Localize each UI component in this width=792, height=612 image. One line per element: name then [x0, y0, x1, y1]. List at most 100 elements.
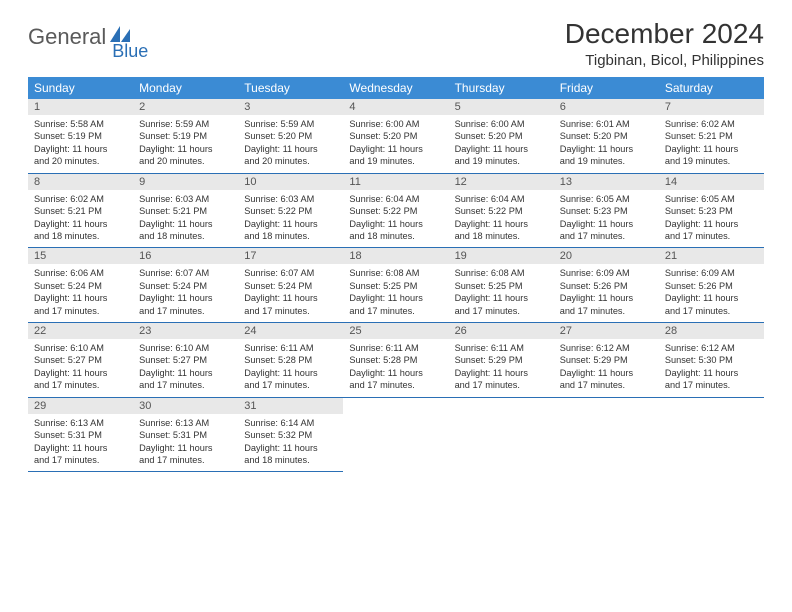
day-info: Sunrise: 5:59 AMSunset: 5:20 PMDaylight:…: [238, 115, 343, 173]
logo-text-blue: Blue: [112, 41, 148, 62]
calendar-cell: 31Sunrise: 6:14 AMSunset: 5:32 PMDayligh…: [238, 397, 343, 472]
day-info: Sunrise: 6:12 AMSunset: 5:29 PMDaylight:…: [554, 339, 659, 397]
calendar-cell: 9Sunrise: 6:03 AMSunset: 5:21 PMDaylight…: [133, 173, 238, 248]
day-number: 27: [554, 323, 659, 339]
day-info: Sunrise: 6:02 AMSunset: 5:21 PMDaylight:…: [28, 190, 133, 248]
logo: General Blue: [28, 18, 170, 50]
day-number: 1: [28, 99, 133, 115]
day-number: 4: [343, 99, 448, 115]
day-number: 16: [133, 248, 238, 264]
weekday-header: Thursday: [449, 77, 554, 99]
day-info: Sunrise: 6:00 AMSunset: 5:20 PMDaylight:…: [449, 115, 554, 173]
day-info: Sunrise: 6:10 AMSunset: 5:27 PMDaylight:…: [133, 339, 238, 397]
day-number: 9: [133, 174, 238, 190]
location: Tigbinan, Bicol, Philippines: [565, 52, 764, 69]
calendar-cell: 20Sunrise: 6:09 AMSunset: 5:26 PMDayligh…: [554, 248, 659, 323]
calendar-cell: 3Sunrise: 5:59 AMSunset: 5:20 PMDaylight…: [238, 99, 343, 173]
weekday-header: Monday: [133, 77, 238, 99]
calendar-cell: 8Sunrise: 6:02 AMSunset: 5:21 PMDaylight…: [28, 173, 133, 248]
calendar-cell: 15Sunrise: 6:06 AMSunset: 5:24 PMDayligh…: [28, 248, 133, 323]
day-info: Sunrise: 5:58 AMSunset: 5:19 PMDaylight:…: [28, 115, 133, 173]
calendar-cell: 16Sunrise: 6:07 AMSunset: 5:24 PMDayligh…: [133, 248, 238, 323]
day-info: Sunrise: 6:04 AMSunset: 5:22 PMDaylight:…: [449, 190, 554, 248]
day-number: 29: [28, 398, 133, 414]
day-info: Sunrise: 6:10 AMSunset: 5:27 PMDaylight:…: [28, 339, 133, 397]
day-number: 20: [554, 248, 659, 264]
calendar-cell: 4Sunrise: 6:00 AMSunset: 5:20 PMDaylight…: [343, 99, 448, 173]
calendar-cell: 6Sunrise: 6:01 AMSunset: 5:20 PMDaylight…: [554, 99, 659, 173]
calendar-cell: [449, 397, 554, 472]
day-number: 24: [238, 323, 343, 339]
logo-text-general: General: [28, 24, 106, 50]
day-info: Sunrise: 6:09 AMSunset: 5:26 PMDaylight:…: [659, 264, 764, 322]
calendar-cell: 13Sunrise: 6:05 AMSunset: 5:23 PMDayligh…: [554, 173, 659, 248]
calendar-cell: 10Sunrise: 6:03 AMSunset: 5:22 PMDayligh…: [238, 173, 343, 248]
day-number: 3: [238, 99, 343, 115]
header: General Blue December 2024 Tigbinan, Bic…: [28, 18, 764, 69]
day-info: Sunrise: 6:11 AMSunset: 5:28 PMDaylight:…: [238, 339, 343, 397]
day-number: 22: [28, 323, 133, 339]
day-number: 10: [238, 174, 343, 190]
day-number: 26: [449, 323, 554, 339]
day-number: 18: [343, 248, 448, 264]
day-info: Sunrise: 6:13 AMSunset: 5:31 PMDaylight:…: [28, 414, 133, 472]
day-number: 6: [554, 99, 659, 115]
month-title: December 2024: [565, 18, 764, 50]
day-info: Sunrise: 6:03 AMSunset: 5:22 PMDaylight:…: [238, 190, 343, 248]
calendar-cell: 28Sunrise: 6:12 AMSunset: 5:30 PMDayligh…: [659, 323, 764, 398]
calendar-cell: 19Sunrise: 6:08 AMSunset: 5:25 PMDayligh…: [449, 248, 554, 323]
day-info: Sunrise: 6:11 AMSunset: 5:29 PMDaylight:…: [449, 339, 554, 397]
calendar-cell: 30Sunrise: 6:13 AMSunset: 5:31 PMDayligh…: [133, 397, 238, 472]
calendar-table: SundayMondayTuesdayWednesdayThursdayFrid…: [28, 77, 764, 472]
day-number: 30: [133, 398, 238, 414]
day-info: Sunrise: 6:05 AMSunset: 5:23 PMDaylight:…: [554, 190, 659, 248]
calendar-cell: 2Sunrise: 5:59 AMSunset: 5:19 PMDaylight…: [133, 99, 238, 173]
day-info: Sunrise: 6:13 AMSunset: 5:31 PMDaylight:…: [133, 414, 238, 472]
day-info: Sunrise: 5:59 AMSunset: 5:19 PMDaylight:…: [133, 115, 238, 173]
day-number: 31: [238, 398, 343, 414]
calendar-cell: [343, 397, 448, 472]
calendar-cell: 11Sunrise: 6:04 AMSunset: 5:22 PMDayligh…: [343, 173, 448, 248]
calendar-cell: [659, 397, 764, 472]
day-number: 2: [133, 99, 238, 115]
calendar-cell: 12Sunrise: 6:04 AMSunset: 5:22 PMDayligh…: [449, 173, 554, 248]
day-number: 21: [659, 248, 764, 264]
calendar-cell: 24Sunrise: 6:11 AMSunset: 5:28 PMDayligh…: [238, 323, 343, 398]
day-number: 13: [554, 174, 659, 190]
day-number: 8: [28, 174, 133, 190]
calendar-cell: 22Sunrise: 6:10 AMSunset: 5:27 PMDayligh…: [28, 323, 133, 398]
calendar-cell: 26Sunrise: 6:11 AMSunset: 5:29 PMDayligh…: [449, 323, 554, 398]
calendar-cell: 21Sunrise: 6:09 AMSunset: 5:26 PMDayligh…: [659, 248, 764, 323]
day-info: Sunrise: 6:05 AMSunset: 5:23 PMDaylight:…: [659, 190, 764, 248]
calendar-cell: 1Sunrise: 5:58 AMSunset: 5:19 PMDaylight…: [28, 99, 133, 173]
day-info: Sunrise: 6:14 AMSunset: 5:32 PMDaylight:…: [238, 414, 343, 472]
day-info: Sunrise: 6:09 AMSunset: 5:26 PMDaylight:…: [554, 264, 659, 322]
day-number: 28: [659, 323, 764, 339]
calendar-cell: 18Sunrise: 6:08 AMSunset: 5:25 PMDayligh…: [343, 248, 448, 323]
day-number: 12: [449, 174, 554, 190]
calendar-cell: 27Sunrise: 6:12 AMSunset: 5:29 PMDayligh…: [554, 323, 659, 398]
weekday-header: Friday: [554, 77, 659, 99]
weekday-header: Wednesday: [343, 77, 448, 99]
day-info: Sunrise: 6:07 AMSunset: 5:24 PMDaylight:…: [133, 264, 238, 322]
day-number: 7: [659, 99, 764, 115]
day-info: Sunrise: 6:04 AMSunset: 5:22 PMDaylight:…: [343, 190, 448, 248]
calendar-cell: 25Sunrise: 6:11 AMSunset: 5:28 PMDayligh…: [343, 323, 448, 398]
calendar-cell: [554, 397, 659, 472]
day-number: 14: [659, 174, 764, 190]
day-number: 11: [343, 174, 448, 190]
day-info: Sunrise: 6:11 AMSunset: 5:28 PMDaylight:…: [343, 339, 448, 397]
calendar-cell: 17Sunrise: 6:07 AMSunset: 5:24 PMDayligh…: [238, 248, 343, 323]
calendar-cell: 29Sunrise: 6:13 AMSunset: 5:31 PMDayligh…: [28, 397, 133, 472]
weekday-header: Saturday: [659, 77, 764, 99]
day-info: Sunrise: 6:03 AMSunset: 5:21 PMDaylight:…: [133, 190, 238, 248]
day-info: Sunrise: 6:12 AMSunset: 5:30 PMDaylight:…: [659, 339, 764, 397]
day-info: Sunrise: 6:06 AMSunset: 5:24 PMDaylight:…: [28, 264, 133, 322]
weekday-header: Sunday: [28, 77, 133, 99]
day-number: 19: [449, 248, 554, 264]
day-info: Sunrise: 6:07 AMSunset: 5:24 PMDaylight:…: [238, 264, 343, 322]
day-number: 25: [343, 323, 448, 339]
calendar-cell: 14Sunrise: 6:05 AMSunset: 5:23 PMDayligh…: [659, 173, 764, 248]
day-number: 5: [449, 99, 554, 115]
calendar-cell: 23Sunrise: 6:10 AMSunset: 5:27 PMDayligh…: [133, 323, 238, 398]
